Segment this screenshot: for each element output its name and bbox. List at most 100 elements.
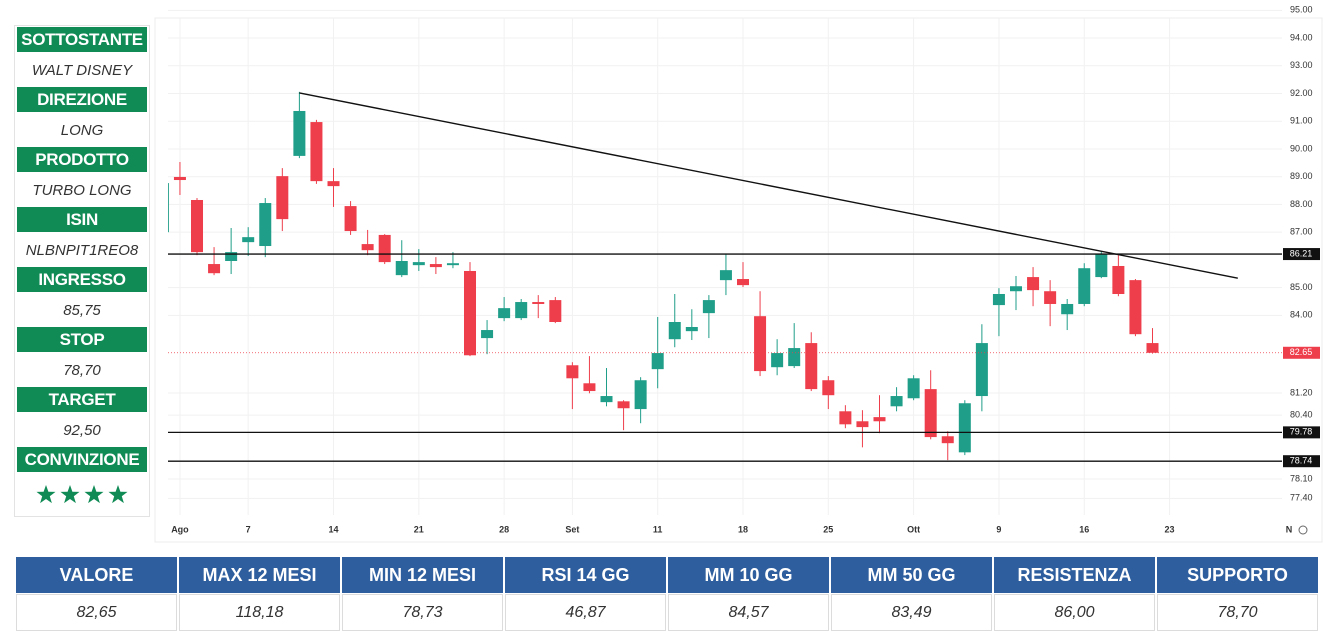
table-header: MM 10 GG	[668, 557, 829, 593]
y-tick-label: 91.00	[1290, 116, 1313, 126]
candle-body	[173, 176, 186, 181]
x-tick-label: Ago	[171, 524, 189, 534]
candle-body	[446, 263, 459, 266]
candle-body	[566, 365, 579, 379]
y-tick-label: 93.00	[1290, 60, 1313, 70]
sidebar-label: CONVINZIONE	[17, 447, 147, 472]
price-label-box	[1283, 455, 1320, 468]
sidebar-value: NLBNPIT1REO8	[25, 241, 139, 259]
y-tick-label: 77.40	[1290, 493, 1313, 503]
candle-body	[327, 181, 340, 187]
candles	[168, 91, 1159, 461]
table-cell: 118,18	[179, 594, 340, 631]
candle-body	[412, 262, 425, 266]
grid	[168, 9, 1282, 515]
y-tick-label: 81.20	[1290, 387, 1313, 397]
candle-body	[515, 302, 528, 319]
x-tick-label: 16	[1079, 524, 1089, 534]
sidebar-label: SOTTOSTANTE	[17, 27, 147, 52]
candle-body	[1078, 268, 1091, 304]
candle-body	[1061, 303, 1074, 315]
candle-body	[276, 176, 289, 220]
y-tick-label: 80.40	[1290, 410, 1313, 420]
candle-body	[1095, 254, 1108, 278]
candle-body	[293, 110, 306, 156]
y-tick-label: 90.00	[1290, 143, 1313, 153]
candle-body	[822, 380, 835, 396]
sidebar-value: 85,75	[63, 301, 101, 319]
candle-body	[1112, 265, 1125, 294]
rating	[36, 485, 128, 504]
sidebar-label: PRODOTTO	[17, 147, 147, 172]
sidebar-value: WALT DISNEY	[31, 61, 133, 79]
candle-body	[771, 353, 784, 368]
candle-body	[856, 421, 869, 428]
candle-body	[1027, 277, 1040, 291]
price-label: 86.21	[1290, 248, 1313, 258]
y-tick-label: 84.00	[1290, 310, 1313, 320]
last-price-label: 82.65	[1290, 347, 1313, 357]
candle-body	[481, 330, 494, 339]
candle-body	[975, 343, 988, 397]
candle-body	[890, 396, 903, 407]
sidebar-value: 78,70	[63, 361, 101, 379]
table-cell: 83,49	[831, 594, 992, 631]
x-tick-label: 23	[1165, 524, 1175, 534]
candle-body	[873, 417, 886, 422]
trendline	[299, 92, 1238, 279]
candle-body	[344, 206, 357, 232]
table-header: VALORE	[16, 557, 177, 593]
table-cell: 78,70	[1157, 594, 1318, 631]
settings-icon	[1298, 525, 1308, 535]
sidebar-label: INGRESSO	[17, 267, 147, 292]
rating-star	[60, 485, 80, 504]
candle-body	[719, 270, 732, 281]
x-tick-label: N	[1286, 524, 1293, 534]
rating-star	[36, 485, 56, 504]
candle-body	[583, 383, 596, 392]
y-tick-label: 89.00	[1290, 171, 1313, 181]
table-header: RESISTENZA	[994, 557, 1155, 593]
candle-body	[839, 411, 852, 425]
candle-body	[1010, 286, 1023, 292]
candle-body	[549, 300, 562, 323]
y-tick-label: 87.00	[1290, 227, 1313, 237]
sidebar-label: ISIN	[17, 207, 147, 232]
candle-body	[361, 244, 374, 251]
candle-body	[805, 343, 818, 390]
y-tick-label: 88.00	[1290, 199, 1313, 209]
candle-body	[242, 237, 255, 243]
x-tick-label: 7	[246, 524, 251, 534]
candle-body	[992, 293, 1005, 306]
table-cell: 86,00	[994, 594, 1155, 631]
last-price-box	[1283, 346, 1320, 359]
price-label-box	[1283, 426, 1320, 439]
candle-body	[600, 396, 613, 403]
sidebar-value: LONG	[60, 121, 104, 139]
x-tick-label: 28	[499, 524, 509, 534]
sidebar-value: TURBO LONG	[32, 181, 132, 199]
overlays: 86.21 79.78 78.74 82.65	[168, 92, 1320, 468]
candle-body	[464, 270, 477, 356]
sidebar-label: STOP	[17, 327, 147, 352]
candle-body	[1044, 291, 1057, 304]
candle-body	[498, 308, 511, 319]
price-label: 78.74	[1290, 456, 1313, 466]
y-tick-label: 92.00	[1290, 88, 1313, 98]
candle-body	[941, 436, 954, 444]
y-tick-label: 78.10	[1290, 473, 1313, 483]
candle-body	[208, 264, 221, 274]
candle-body	[191, 199, 204, 253]
x-tick-label: 14	[328, 524, 338, 534]
x-tick-label: Ott	[907, 524, 920, 534]
candle-body	[924, 389, 937, 438]
candle-body	[168, 183, 169, 233]
candle-body	[310, 122, 323, 182]
candle-body	[907, 378, 920, 399]
candle-body	[668, 322, 681, 340]
x-tick-label: 11	[653, 524, 663, 534]
candle-body	[702, 300, 715, 314]
table-cell: 84,57	[668, 594, 829, 631]
candle-body	[651, 353, 664, 370]
